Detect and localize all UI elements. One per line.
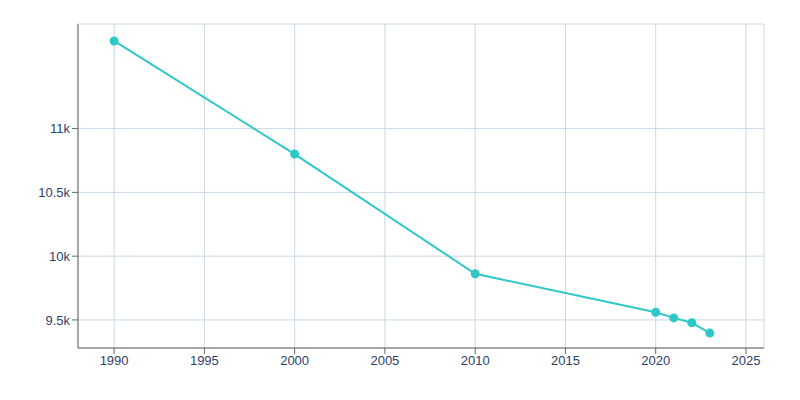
svg-text:2005: 2005 [370,353,399,368]
svg-text:10.5k: 10.5k [38,185,70,200]
svg-text:2010: 2010 [461,353,490,368]
svg-text:9.5k: 9.5k [45,313,70,328]
svg-text:2015: 2015 [551,353,580,368]
svg-text:10k: 10k [49,249,70,264]
svg-text:2000: 2000 [280,353,309,368]
svg-text:1995: 1995 [190,353,219,368]
svg-text:1990: 1990 [100,353,129,368]
svg-text:11k: 11k [50,121,70,136]
svg-text:2020: 2020 [641,353,670,368]
svg-text:2025: 2025 [731,353,760,368]
